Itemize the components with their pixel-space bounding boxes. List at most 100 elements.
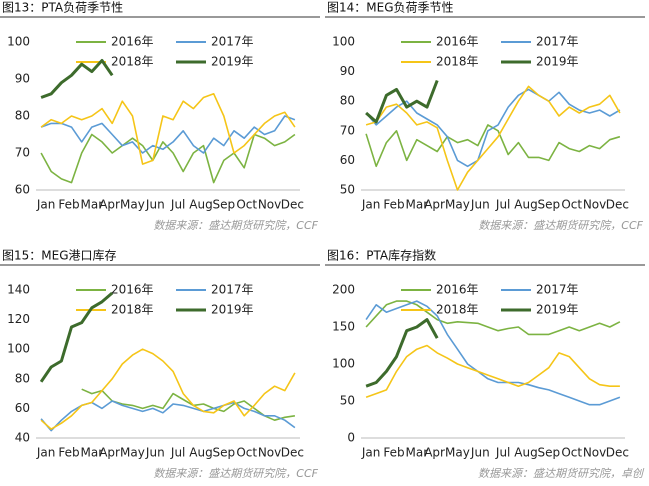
- x-tick-label: Oct: [561, 198, 582, 212]
- legend-label: 2018年: [436, 303, 479, 317]
- series-line: [40, 93, 296, 165]
- chart-title: 图13：PTA负荷季节性: [2, 1, 123, 15]
- source-note: 数据来源：盛达期货研究院，CCF: [153, 467, 318, 480]
- series-line: [365, 300, 621, 406]
- series-line: [40, 115, 296, 154]
- x-tick-label: Jun: [470, 446, 490, 460]
- legend-label: 2016年: [111, 35, 154, 49]
- legend-label: 2016年: [436, 283, 479, 297]
- x-tick-label: Jun: [145, 198, 165, 212]
- chart-title: 图14：MEG负荷季节性: [327, 1, 454, 15]
- x-tick-label: Dec: [281, 446, 304, 460]
- series-line: [40, 59, 114, 99]
- legend-label: 2017年: [536, 283, 579, 297]
- series-line: [365, 124, 621, 168]
- legend-label: 2019年: [536, 303, 579, 317]
- y-tick-label: 90: [15, 72, 30, 86]
- x-tick-label: Jun: [470, 198, 490, 212]
- x-tick-label: Apr: [99, 198, 120, 212]
- y-tick-label: 0: [347, 431, 355, 445]
- y-tick-label: 70: [340, 123, 355, 137]
- source-note: 数据来源：盛达期货研究院，CCF: [153, 219, 318, 232]
- x-tick-label: Feb: [58, 198, 79, 212]
- x-tick-label: Oct: [561, 446, 582, 460]
- x-tick-label: Aug: [189, 446, 212, 460]
- series-line: [365, 85, 621, 191]
- x-tick-label: Sep: [213, 198, 236, 212]
- series-line: [365, 88, 621, 168]
- y-tick-label: 50: [340, 394, 355, 408]
- x-tick-label: Aug: [514, 198, 537, 212]
- x-tick-label: Sep: [538, 446, 561, 460]
- x-tick-label: Jul: [495, 198, 510, 212]
- x-tick-label: Mar: [81, 446, 104, 460]
- x-tick-label: Apr: [424, 446, 445, 460]
- y-tick-label: 100: [332, 35, 355, 49]
- x-tick-label: Nov: [583, 198, 606, 212]
- y-tick-label: 80: [15, 109, 30, 123]
- y-tick-label: 60: [340, 153, 355, 167]
- source-note: 数据来源：盛达期货研究院，CCF: [478, 219, 643, 232]
- x-tick-label: May: [120, 198, 145, 212]
- x-tick-label: Feb: [383, 446, 404, 460]
- x-tick-label: Apr: [424, 198, 445, 212]
- y-tick-label: 80: [15, 371, 30, 385]
- y-tick-label: 40: [15, 431, 30, 445]
- legend-label: 2017年: [211, 35, 254, 49]
- x-tick-label: Nov: [258, 446, 281, 460]
- y-tick-label: 90: [340, 64, 355, 78]
- y-tick-label: 120: [7, 312, 30, 326]
- series-line: [365, 344, 620, 399]
- chart-title: 图16：PTA库存指数: [327, 248, 436, 263]
- x-tick-label: Aug: [189, 198, 212, 212]
- x-tick-label: Sep: [213, 446, 236, 460]
- legend-label: 2019年: [211, 55, 254, 69]
- chart-title: 图15：MEG港口库存: [2, 248, 117, 263]
- x-tick-label: Mar: [406, 446, 429, 460]
- y-tick-label: 150: [332, 320, 355, 334]
- legend-label: 2018年: [436, 55, 479, 69]
- x-tick-label: Mar: [406, 198, 429, 212]
- x-tick-label: Jan: [36, 198, 56, 212]
- x-tick-label: Aug: [514, 446, 537, 460]
- series-line: [40, 133, 296, 184]
- y-tick-label: 60: [15, 401, 30, 415]
- legend-label: 2017年: [536, 35, 579, 49]
- x-tick-label: May: [445, 446, 470, 460]
- x-tick-label: Jul: [495, 446, 510, 460]
- x-tick-label: May: [445, 198, 470, 212]
- x-tick-label: Oct: [236, 446, 257, 460]
- x-tick-label: Jul: [170, 198, 185, 212]
- legend-label: 2018年: [111, 303, 154, 317]
- series-line: [365, 300, 621, 336]
- y-tick-label: 140: [7, 283, 30, 297]
- x-tick-label: Sep: [538, 198, 561, 212]
- legend-label: 2016年: [436, 35, 479, 49]
- x-tick-label: Oct: [236, 198, 257, 212]
- series-line: [40, 400, 296, 432]
- x-tick-label: Jun: [145, 446, 165, 460]
- y-tick-label: 200: [332, 283, 355, 297]
- y-tick-label: 100: [7, 35, 30, 49]
- x-tick-label: Feb: [383, 198, 404, 212]
- legend-label: 2018年: [111, 55, 154, 69]
- x-tick-label: Dec: [281, 198, 304, 212]
- legend-label: 2019年: [211, 303, 254, 317]
- series-line: [40, 348, 296, 430]
- series-line: [365, 79, 439, 124]
- x-tick-label: Nov: [258, 198, 281, 212]
- y-tick-label: 50: [340, 183, 355, 197]
- legend-label: 2017年: [211, 283, 254, 297]
- y-tick-label: 80: [340, 94, 355, 108]
- x-tick-label: Jan: [36, 446, 56, 460]
- legend-label: 2016年: [111, 283, 154, 297]
- x-tick-label: Apr: [99, 446, 120, 460]
- x-tick-label: Nov: [583, 446, 606, 460]
- x-tick-label: Jul: [170, 446, 185, 460]
